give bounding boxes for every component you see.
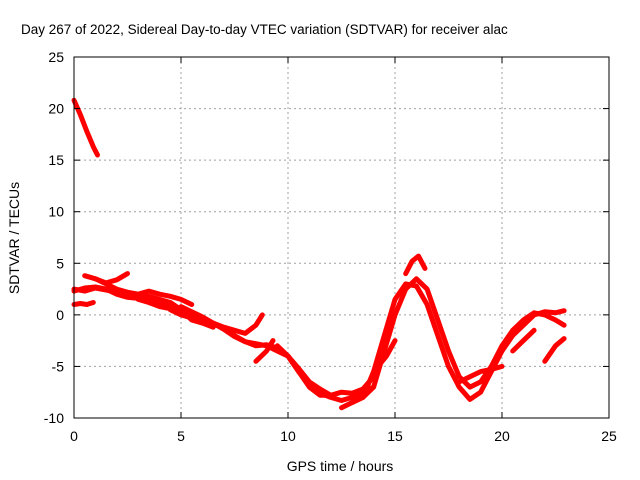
x-tick-label: 0: [70, 428, 78, 444]
y-axis-label: SDTVAR / TECUs: [6, 182, 22, 294]
x-tick-label: 10: [280, 428, 296, 444]
y-tick-label: 20: [48, 101, 64, 117]
x-axis-label: GPS time / hours: [287, 458, 394, 474]
x-tick-label: 25: [601, 428, 617, 444]
series-arc-6: [92, 276, 195, 307]
grid: [74, 57, 609, 418]
series-arc-13: [349, 276, 567, 405]
series-arc-10: [253, 338, 276, 364]
series-arc-18: [542, 336, 567, 364]
series-arc-4: [71, 300, 96, 307]
plot-frame: [73, 56, 610, 419]
chart-title: Day 267 of 2022, Sidereal Day-to-day VTE…: [21, 22, 508, 37]
series-arc-11: [274, 343, 377, 398]
series-arc-14: [403, 253, 428, 277]
y-tick-label: 10: [48, 204, 64, 220]
x-tick-label: 20: [494, 428, 510, 444]
y-tick-label: -5: [52, 358, 65, 374]
series-arc-12: [339, 281, 567, 411]
series-arc-15: [375, 338, 398, 369]
x-tick-label: 5: [177, 428, 185, 444]
x-tick-label: 15: [387, 428, 403, 444]
y-tick-label: 5: [56, 255, 64, 271]
series-group: [71, 97, 567, 411]
y-tick-label: 15: [48, 152, 64, 168]
y-tick-label: 25: [48, 49, 64, 65]
series-arc-1: [71, 97, 100, 158]
y-tick-label: -10: [44, 410, 64, 426]
series-arc-17: [510, 327, 537, 354]
tick-group: 0 5 10 15 20 25 -10 -5 0 5 10 15 20 25: [44, 49, 617, 444]
series-arc-16: [456, 363, 505, 385]
y-tick-label: 0: [56, 307, 64, 323]
